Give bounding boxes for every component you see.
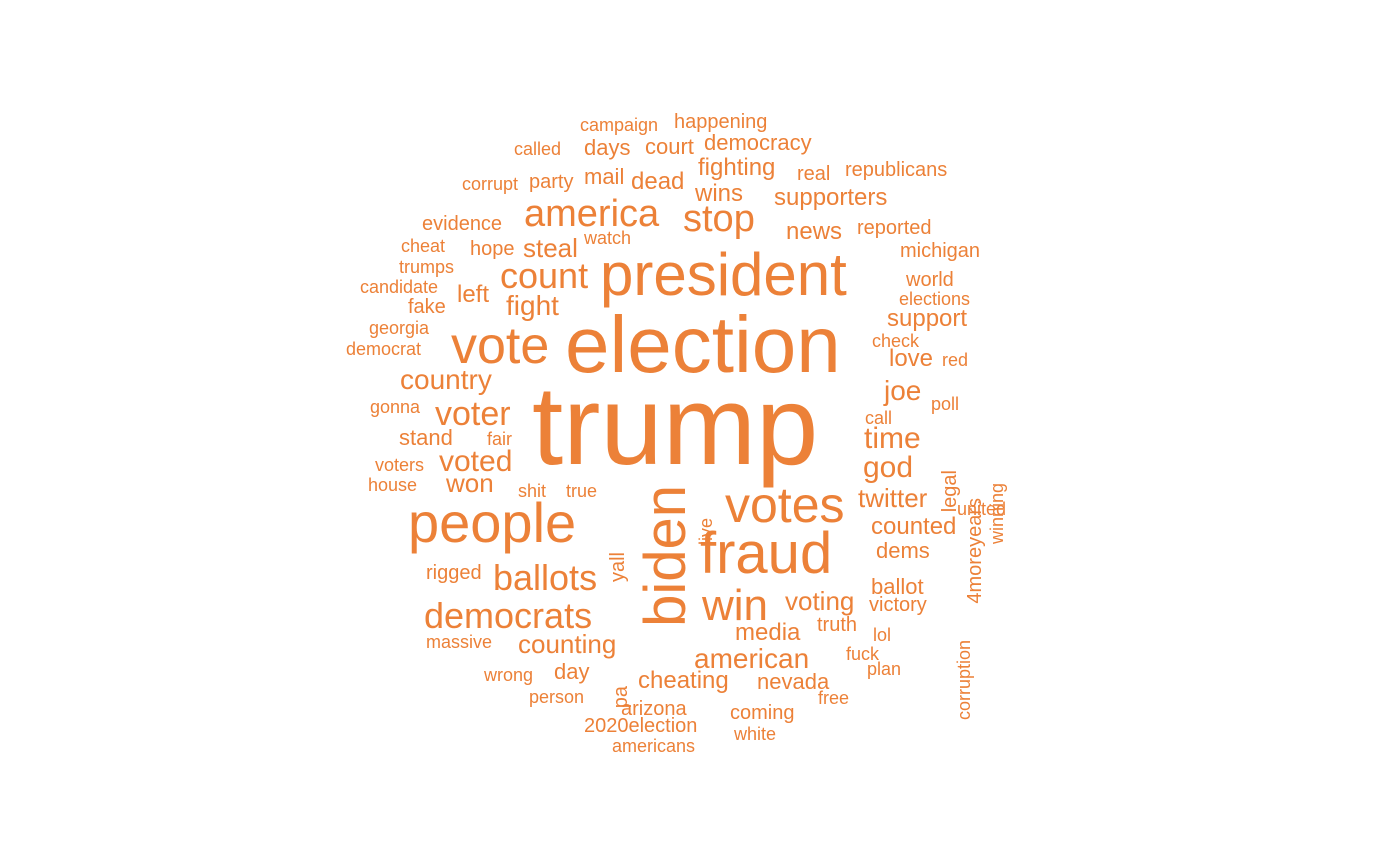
word-party: party — [529, 171, 574, 193]
word-america: america — [524, 193, 660, 235]
word-news: news — [786, 218, 843, 245]
word-cheat: cheat — [401, 236, 446, 256]
word-yall: yall — [607, 552, 629, 583]
word-won: won — [446, 468, 494, 498]
word-live: live — [696, 518, 716, 546]
word-love: love — [889, 345, 934, 372]
word-win: win — [702, 581, 769, 630]
word-steal: steal — [523, 233, 578, 263]
word-voting: voting — [785, 586, 855, 616]
word-support: support — [887, 305, 968, 332]
word-election: election — [565, 300, 841, 389]
word-democrat: democrat — [346, 339, 422, 359]
word-time: time — [864, 422, 921, 455]
word-day: day — [554, 659, 590, 684]
word-voters: voters — [375, 455, 425, 475]
word-ballots: ballots — [493, 557, 598, 598]
word-house: house — [368, 475, 418, 495]
word-votes: votes — [725, 477, 845, 533]
word-called: called — [514, 139, 562, 159]
word-president: president — [600, 241, 847, 308]
word-campaign: campaign — [580, 115, 659, 135]
word-shit: shit — [518, 481, 547, 501]
word-counted: counted — [871, 513, 957, 540]
word-fight: fight — [506, 290, 559, 321]
word-lol: lol — [873, 625, 892, 645]
word-voted: voted — [439, 445, 513, 478]
word-gonna: gonna — [370, 397, 421, 417]
word-americans: americans — [612, 736, 696, 756]
word-elections: elections — [899, 289, 971, 309]
word-free: free — [818, 688, 850, 708]
word-corruption: corruption — [954, 640, 974, 721]
word-michigan: michigan — [900, 240, 981, 262]
word-coming: coming — [730, 702, 795, 724]
word-democracy: democracy — [704, 130, 812, 155]
word-true: true — [566, 481, 598, 501]
word-real: real — [797, 163, 831, 185]
word-mail: mail — [584, 164, 625, 189]
word-fake: fake — [408, 296, 446, 318]
word-united: united — [957, 499, 1007, 519]
word-pa: pa — [610, 686, 632, 709]
word-fair: fair — [487, 429, 513, 449]
word-left: left — [457, 281, 490, 308]
word-massive: massive — [426, 632, 493, 652]
word-corrupt: corrupt — [462, 174, 519, 194]
word-god: god — [863, 451, 914, 484]
word-victory: victory — [869, 594, 927, 616]
word-arizona: arizona — [621, 698, 687, 720]
word-cheating: cheating — [638, 667, 729, 694]
word-person: person — [529, 687, 585, 707]
word-wins: wins — [695, 180, 744, 207]
word-voter: voter — [435, 395, 511, 433]
word-hope: hope — [470, 238, 515, 260]
word-plan: plan — [867, 659, 902, 679]
word-happening: happening — [674, 111, 768, 133]
word-dems: dems — [876, 538, 930, 563]
word-counting: counting — [518, 629, 617, 659]
word-vote: vote — [451, 317, 550, 375]
word-georgia: georgia — [369, 318, 430, 338]
word-ballot: ballot — [871, 574, 924, 599]
word-people: people — [408, 491, 577, 554]
word-evidence: evidence — [422, 213, 503, 235]
word-call: call — [865, 408, 893, 428]
word-trump: trump — [532, 363, 819, 488]
word-supporters: supporters — [774, 184, 888, 211]
word-days: days — [584, 135, 631, 160]
word-white: white — [734, 724, 777, 744]
word-country: country — [400, 364, 492, 395]
word-dead: dead — [631, 168, 685, 195]
word-nevada: nevada — [757, 669, 830, 694]
word-republicans: republicans — [845, 159, 948, 181]
word-joe: joe — [884, 375, 922, 406]
word-stop: stop — [683, 198, 755, 240]
word-american: american — [694, 643, 810, 674]
word-poll: poll — [931, 394, 960, 414]
word-biden: biden — [633, 485, 698, 627]
word-candidate: candidate — [360, 277, 439, 297]
word-fighting: fighting — [698, 154, 776, 181]
word-media: media — [735, 619, 801, 646]
word-twitter: twitter — [858, 483, 928, 513]
word-fraud: fraud — [700, 521, 833, 586]
word-watch: watch — [584, 228, 632, 248]
word-2020election: 2020election — [584, 715, 698, 737]
word-fuck: fuck — [846, 644, 880, 664]
word-check: check — [872, 331, 920, 351]
word-count: count — [500, 255, 589, 296]
word-wrong: wrong — [484, 665, 534, 685]
word-truth: truth — [817, 614, 858, 636]
word-democrats: democrats — [424, 595, 593, 636]
word-reported: reported — [857, 217, 932, 239]
word-trumps: trumps — [399, 257, 455, 277]
word-world: world — [906, 269, 954, 291]
word-red: red — [942, 350, 969, 370]
word-stand: stand — [399, 425, 453, 450]
word-court: court — [645, 134, 694, 159]
word-rigged: rigged — [426, 562, 482, 584]
